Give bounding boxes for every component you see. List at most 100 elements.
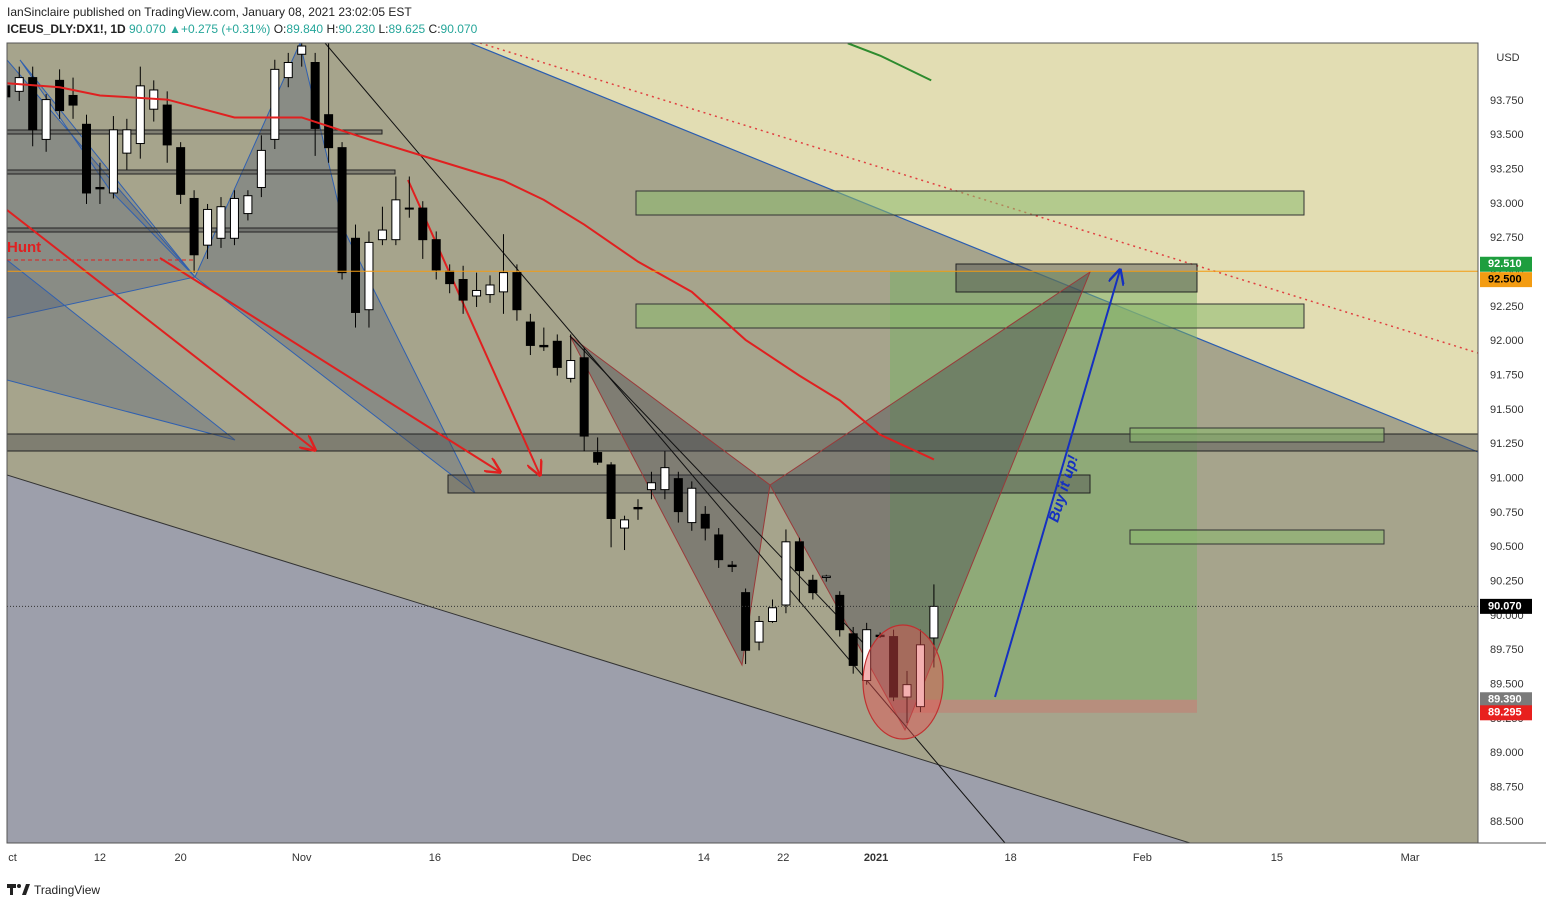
candle-body — [673, 478, 683, 513]
ohlc-value: 90.230 — [338, 22, 375, 36]
candle-body — [203, 208, 213, 246]
ohlc-label: H: — [326, 22, 338, 36]
y-tick-label: 92.250 — [1490, 301, 1524, 313]
candle-body — [310, 62, 320, 129]
ohlc-value: 89.625 — [389, 22, 426, 36]
candle-body — [498, 272, 508, 293]
candle-body — [929, 605, 939, 639]
candle-body — [431, 239, 441, 271]
position-zone — [890, 271, 1197, 713]
candle-body — [364, 241, 374, 311]
x-tick-label: 14 — [698, 852, 710, 864]
ohlc-label: O: — [274, 22, 287, 36]
candle-body — [135, 85, 145, 145]
candle-body — [41, 99, 51, 140]
candle-body — [108, 129, 118, 194]
candle-body — [902, 684, 912, 698]
candle-body — [377, 229, 387, 241]
trend-line — [569, 335, 871, 651]
x-tick-label: 16 — [429, 852, 441, 864]
price-label: 92.510 — [1488, 258, 1522, 270]
symbol: ICEUS_DLY:DX1!, 1D — [7, 22, 126, 36]
candle-body — [28, 77, 38, 131]
price-label-box — [1480, 705, 1532, 721]
axes: 88.50088.75089.00089.25089.50089.75090.0… — [8, 95, 1532, 864]
arrow — [7, 209, 315, 450]
candle-body — [243, 195, 253, 215]
candle-body — [781, 541, 791, 606]
published-line: IanSinclaire published on TradingView.co… — [7, 5, 412, 19]
time-axis — [7, 843, 1546, 871]
channel-line — [469, 43, 1478, 453]
drawings-back — [7, 43, 1478, 843]
price-label-box — [1480, 256, 1532, 272]
brand: TradingView — [34, 883, 100, 897]
y-tick-label: 89.750 — [1490, 644, 1524, 656]
candle-body — [351, 237, 361, 313]
x-tick-label: 18 — [1004, 852, 1016, 864]
candle-body — [391, 199, 401, 241]
price-label-box — [1480, 598, 1532, 614]
candle-body — [256, 149, 266, 188]
candle-body — [620, 519, 630, 529]
ohlc-label: C: — [429, 22, 441, 36]
candle-body — [646, 482, 656, 491]
profit-zone — [890, 271, 1197, 700]
y-tick-label: 90.250 — [1490, 576, 1524, 588]
logo-part — [17, 884, 21, 888]
ohlc-value: 90.070 — [441, 22, 478, 36]
candle-body — [216, 206, 226, 239]
candle-body — [848, 633, 858, 666]
footer: TradingView — [7, 883, 100, 897]
candle-body — [512, 272, 522, 311]
x-tick-label: Feb — [1133, 852, 1152, 864]
ohlc-label: L: — [378, 22, 388, 36]
y-tick-label: 91.750 — [1490, 370, 1524, 382]
price-label-box — [1480, 692, 1532, 708]
x-tick-label: ct — [8, 852, 17, 864]
candle-body — [404, 207, 414, 210]
arrow — [994, 270, 1120, 698]
candle-body — [229, 197, 239, 239]
y-tick-label: 93.250 — [1490, 164, 1524, 176]
candle-body — [297, 45, 307, 55]
arrow — [159, 257, 500, 472]
pattern-shape — [19, 59, 196, 278]
y-tick-label: 90.750 — [1490, 507, 1524, 519]
candle-body — [55, 79, 65, 112]
candle-body — [714, 534, 724, 561]
candle-body — [539, 344, 549, 348]
y-tick-label: 89.000 — [1490, 747, 1524, 759]
candle-body — [915, 644, 925, 708]
target-box — [1129, 529, 1385, 545]
level-box — [7, 169, 396, 175]
y-tick-label: 92.000 — [1490, 335, 1524, 347]
x-tick-label: 2021 — [864, 852, 888, 864]
y-tick-label: 91.500 — [1490, 404, 1524, 416]
x-tick-label: 12 — [94, 852, 106, 864]
candle-body — [283, 62, 293, 79]
level-box — [7, 227, 346, 233]
price-label: 90.070 — [1488, 600, 1522, 612]
price-label-box — [1480, 272, 1532, 288]
channel-line — [7, 474, 1191, 843]
candle-body — [862, 629, 872, 682]
candle-body — [754, 620, 764, 643]
target-box — [635, 303, 1305, 329]
level-box — [7, 129, 383, 135]
candle-body — [176, 147, 186, 195]
candle-body — [337, 147, 347, 274]
harmonic-leg — [569, 335, 771, 667]
target-box — [635, 190, 1305, 216]
candle-body — [687, 487, 697, 524]
candle-body — [552, 340, 562, 368]
change: ▲+0.275 (+0.31%) — [169, 22, 270, 36]
y-tick-label: 92.750 — [1490, 232, 1524, 244]
moving-average — [847, 43, 932, 82]
level-box — [7, 433, 1478, 452]
trend-line — [324, 43, 1006, 843]
candle-body — [593, 452, 603, 463]
x-tick-label: 22 — [777, 852, 789, 864]
candle-body — [579, 357, 589, 437]
